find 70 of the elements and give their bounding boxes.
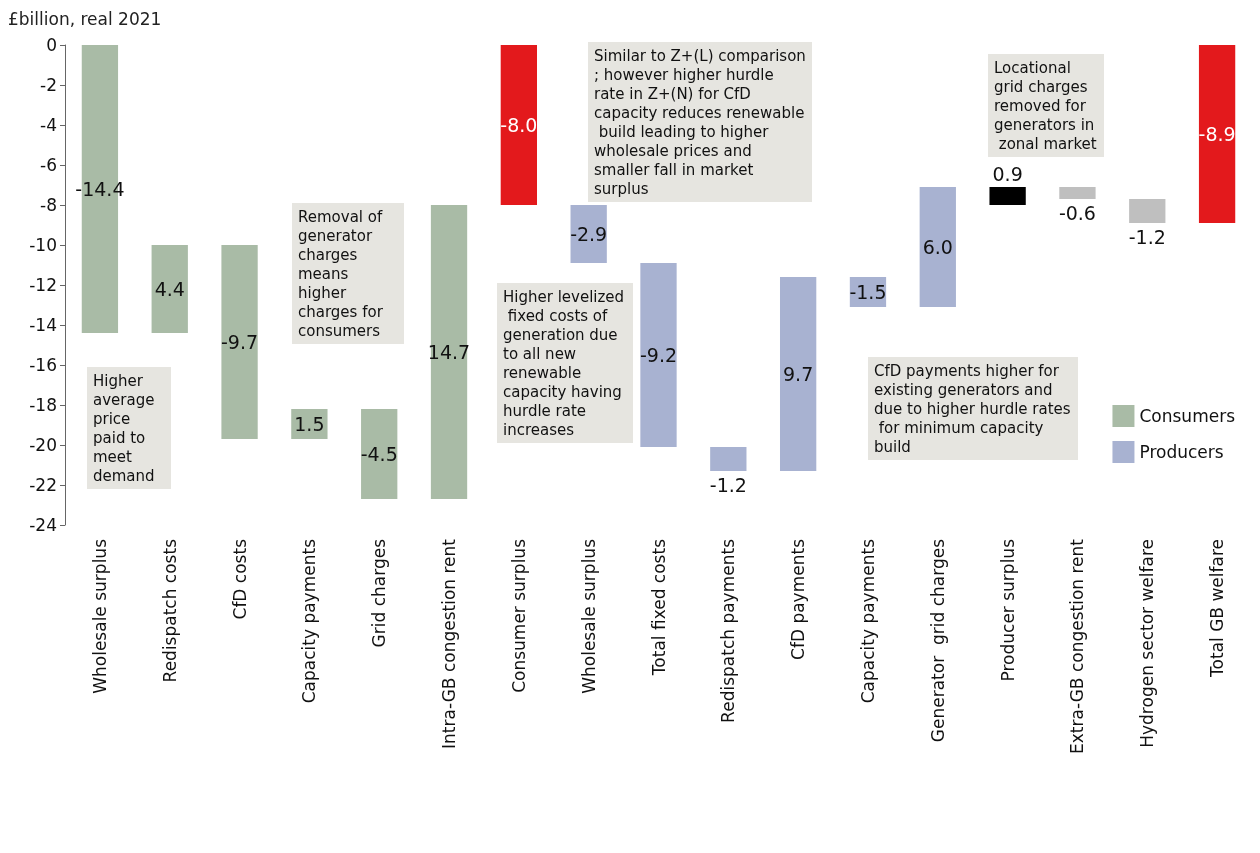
- legend-label: Consumers: [1139, 406, 1236, 426]
- annotation: CfD payments higher for existing generators and due to higher hurdle rates for minimum capacity build: [874, 361, 1071, 456]
- text: 6.0: [922, 236, 953, 258]
- bar: [361, 409, 398, 499]
- x-tick-label: Wholesale surplus: [578, 538, 599, 694]
- bar: [430, 205, 468, 499]
- text: -1.2: [1128, 225, 1166, 248]
- bar: [221, 245, 258, 439]
- bar: [570, 205, 607, 263]
- x-tick-label: Intra-GB congestion rent: [439, 538, 460, 749]
- y-tick-label: -20: [29, 435, 57, 455]
- x-tick-label: Extra-GB congestion rent: [1067, 538, 1088, 754]
- y-tick-label: 0: [46, 35, 57, 55]
- x-tick-label: Wholesale surplus: [89, 538, 110, 694]
- text: 4.4: [154, 278, 185, 300]
- bar: [989, 187, 1026, 205]
- annotation: Removal of generator charges means higher charges for consumers: [298, 207, 388, 340]
- y-tick-label: -6: [40, 155, 57, 175]
- bar: [500, 45, 538, 205]
- bar: [919, 187, 956, 307]
- x-tick-label: Producer surplus: [997, 538, 1018, 682]
- text: 1.5: [294, 413, 325, 435]
- text: 14.7: [427, 341, 471, 363]
- legend-label: Producers: [1139, 442, 1224, 462]
- bar: [710, 447, 747, 471]
- x-tick-label: Capacity payments: [857, 538, 878, 704]
- y-tick-label: -10: [29, 235, 57, 255]
- text: -2.9: [570, 223, 608, 245]
- text: -1.2: [709, 473, 747, 496]
- annotation: Similar to Z+(L) comparison; however higher hurdle rate in Z+(N) for CfD capacity reduces renewable build leading to higher wholesale prices and smaller fall in market surplus: [594, 46, 806, 198]
- y-tick-label: -14: [29, 315, 57, 335]
- x-tick-label: Total fixed costs: [648, 538, 669, 677]
- text: -14.4: [75, 178, 125, 200]
- y-tick-label: -4: [40, 115, 57, 135]
- annotation: Locational grid charges removed for generators in zonal market: [994, 58, 1097, 153]
- y-axis-title: £billion, real 2021: [8, 8, 162, 29]
- y-tick-label: -16: [29, 355, 57, 375]
- text: -9.7: [221, 331, 259, 353]
- text: -8.0: [500, 114, 538, 136]
- x-tick-label: Hydrogen sector welfare: [1137, 539, 1158, 748]
- text: 0.9: [992, 162, 1023, 185]
- x-tick-label: Redispatch payments: [718, 538, 739, 723]
- x-tick-label: CfD payments: [788, 538, 809, 660]
- y-tick-label: -2: [40, 75, 57, 95]
- text: -0.6: [1058, 201, 1096, 224]
- text: 9.7: [783, 363, 814, 385]
- text: -9.2: [639, 344, 678, 366]
- x-tick-label: Capacity payments: [299, 538, 320, 704]
- bar: [640, 263, 677, 447]
- text: -4.5: [360, 443, 398, 465]
- x-tick-label: Total GB welfare: [1207, 539, 1228, 678]
- text: -8.9: [1198, 123, 1236, 145]
- bar: [151, 245, 188, 333]
- annotation: Higher average price paid to meet demand: [93, 371, 160, 485]
- x-tick-label: Generator grid charges: [927, 538, 948, 743]
- bar: [1059, 187, 1096, 199]
- y-tick-label: -8: [40, 195, 57, 215]
- y-tick-label: -12: [29, 275, 57, 295]
- bar: [1198, 45, 1236, 223]
- x-tick-label: Redispatch costs: [159, 538, 180, 683]
- x-tick-label: CfD costs: [229, 538, 250, 620]
- bar: [779, 277, 817, 471]
- y-tick-label: -22: [29, 475, 57, 495]
- text: -1.5: [849, 281, 887, 303]
- y-tick-label: -24: [29, 515, 57, 535]
- x-tick-label: Consumer surplus: [508, 538, 529, 693]
- x-tick-label: Grid charges: [369, 538, 390, 648]
- y-tick-label: -18: [29, 395, 57, 415]
- bar: [1129, 199, 1166, 223]
- annotation: Higher levelized fixed costs of generation due to all new renewable capacity having hurdle rate increases: [503, 287, 627, 439]
